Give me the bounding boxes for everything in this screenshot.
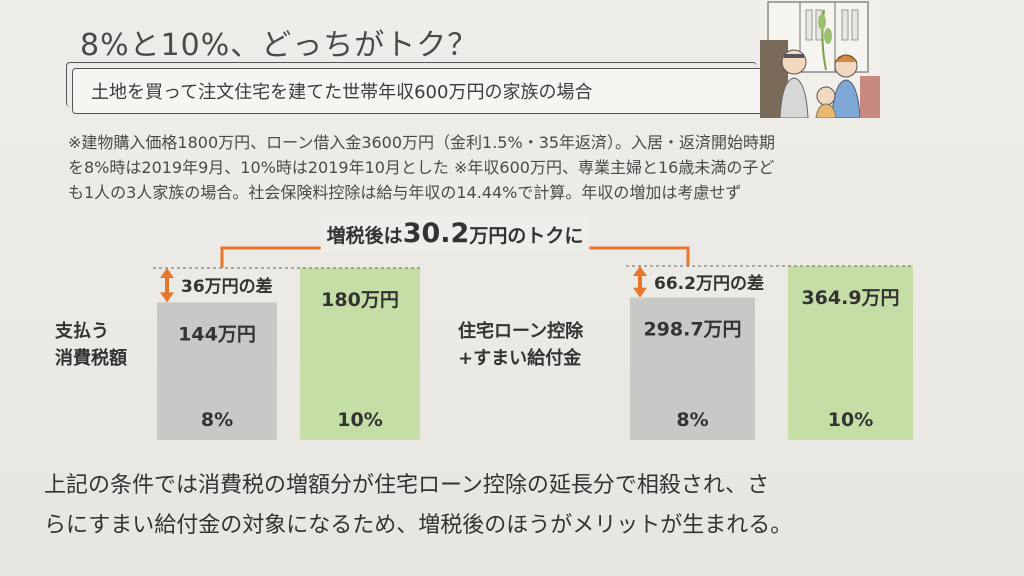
bar-loan-10 <box>788 266 913 440</box>
difference-arrowhead-down-tax <box>160 292 174 303</box>
bar-tax-8 <box>157 302 277 440</box>
bottom-summary: 上記の条件では消費税の増額分が住宅ローン控除の延長分で相殺され、さ らにすまい給… <box>44 466 792 546</box>
summary-line-1: 上記の条件では消費税の増額分が住宅ローン控除の延長分で相殺され、さ <box>44 473 770 498</box>
bar-loan-8 <box>630 297 755 440</box>
summary-line-2: らにすまい給付金の対象になるため、増税後のほうがメリットが生まれる。 <box>44 513 793 538</box>
category-label-tax-10: 10% <box>337 409 382 431</box>
category-label-loan-8: 8% <box>676 409 708 431</box>
bracket-label-value: 30.2 <box>403 218 470 249</box>
category-label-tax-8: 8% <box>201 409 233 431</box>
difference-label-loan: 66.2万円の差 <box>654 273 764 294</box>
loan-deduction-chart: 298.7万円 8% 364.9万円 10% 66.2万円の差 <box>626 265 913 440</box>
consumption-tax-chart: 144万円 8% 180万円 10% 36万円の差 <box>153 267 420 440</box>
category-label-loan-10: 10% <box>828 409 873 431</box>
value-label-tax-8: 144万円 <box>178 323 256 345</box>
difference-arrowhead-up-tax <box>160 268 174 278</box>
page-title: 8%と10%、どっちがトク？ <box>80 28 479 63</box>
left-label-line2: 消費税額 <box>55 348 127 369</box>
left-chart-label: 支払う 消費税額 <box>55 318 127 372</box>
left-label-line1: 支払う <box>55 321 109 342</box>
right-label-line1: 住宅ローン控除 <box>458 321 584 342</box>
bracket-label: 増税後は30.2万円のトクに <box>327 218 584 249</box>
bracket-label-prefix: 増税後は <box>327 224 403 247</box>
note-line-2: を8%時は2019年9月、10%時は2019年10月とした ※年収600万円、専… <box>68 158 775 177</box>
conditions-note: ※建物購入価格1800万円、ローン借入金3600万円（金利1.5%・35年返済）… <box>68 130 868 205</box>
right-chart-label: 住宅ローン控除 +すまい給付金 <box>458 318 583 372</box>
difference-arrowhead-up-loan <box>633 266 647 276</box>
difference-arrowhead-down-loan <box>633 287 647 298</box>
value-label-tax-10: 180万円 <box>321 289 399 311</box>
bracket-label-background <box>320 216 590 251</box>
value-label-loan-8: 298.7万円 <box>643 319 741 341</box>
note-line-3: も1人の3人家族の場合。社会保険料控除は給与年収の14.44%で計算。年収の増加… <box>68 183 742 202</box>
subtitle: 土地を買って注文住宅を建てた世帯年収600万円の家族の場合 <box>91 82 593 103</box>
value-label-loan-10: 364.9万円 <box>801 287 899 309</box>
difference-label-tax: 36万円の差 <box>181 276 273 297</box>
right-label-line2: +すまい給付金 <box>458 348 582 369</box>
family-illustration <box>760 0 880 118</box>
subtitle-box: 土地を買って注文住宅を建てた世帯年収600万円の家族の場合 <box>66 62 764 114</box>
bracket-annotation: 増税後は30.2万円のトクに <box>220 216 690 268</box>
note-line-1: ※建物購入価格1800万円、ローン借入金3600万円（金利1.5%・35年返済）… <box>68 133 776 152</box>
bracket-label-suffix: 万円のトクに <box>468 225 583 247</box>
bar-tax-10 <box>300 268 420 440</box>
